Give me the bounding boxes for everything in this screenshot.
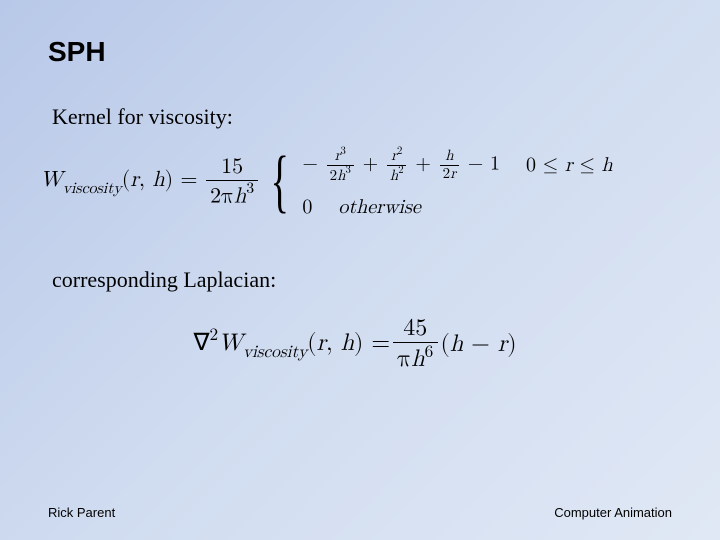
- eq2-coeff-den-pi: π: [397, 347, 411, 371]
- eq1-t2-frac: r2 h2: [387, 146, 406, 185]
- eq2-coeff-den-h: h: [411, 347, 424, 371]
- eq1-coeff-den-h: h: [234, 185, 246, 207]
- eq1-t2-den-h: h: [390, 168, 398, 183]
- eq2-arg-r: r: [317, 331, 326, 355]
- eq1-case1-cond: 0 ≤ r ≤ h: [526, 153, 613, 177]
- eq1-t1-den-hexp: 3: [346, 165, 351, 176]
- nabla-icon: ∇: [193, 330, 209, 356]
- slide: SPH Kernel for viscosity: Wviscosity(r, …: [0, 0, 720, 540]
- eq2-W: W: [218, 331, 243, 355]
- left-brace-icon: {: [270, 147, 288, 217]
- subheading-kernel: Kernel for viscosity:: [52, 104, 672, 130]
- eq1-t2-den-hexp: 2: [398, 165, 403, 176]
- eq1-case1: − r3 2h3 + r2 h2 + h 2r: [302, 146, 612, 185]
- eq2-coeff-den-hexp: 6: [425, 344, 434, 361]
- eq1-comma: ,: [139, 169, 152, 191]
- eq1-t1-frac: r3 2h3: [327, 146, 354, 185]
- equation-viscosity-kernel: Wviscosity(r, h) = 15 2πh3 { − r3 2h3 +: [40, 146, 672, 219]
- footer-right: Computer Animation: [554, 505, 672, 520]
- eq1-t1-den-h: h: [337, 168, 345, 183]
- eq1-t3-den-r: r: [450, 166, 456, 181]
- eq2-coeff-num: 45: [403, 316, 427, 340]
- eq1-cond-h: h: [602, 155, 613, 175]
- eq1-W: W: [40, 169, 63, 191]
- eq1-t3-frac: h 2r: [440, 148, 459, 183]
- eq2-comma: ,: [326, 331, 341, 355]
- footer: Rick Parent Computer Animation: [48, 505, 672, 520]
- eq1-case2: 0 otherwise: [302, 195, 612, 219]
- eq1-block: Kernel for viscosity: Wviscosity(r, h) =…: [48, 104, 672, 219]
- eq1-arg-r: r: [130, 169, 139, 191]
- eq2-coeff-frac: 45 πh6: [393, 315, 438, 374]
- eq1-cond-r: r: [565, 155, 573, 175]
- eq1-arg-h: h: [152, 169, 164, 191]
- equation-laplacian: ∇2Wviscosity(r, h) = 45 πh6 (h − r): [38, 315, 672, 374]
- footer-left: Rick Parent: [48, 505, 115, 520]
- eq1-t3-num-h: h: [445, 148, 453, 163]
- eq1-minus1: 1: [490, 154, 500, 174]
- eq2-lhs: ∇2Wviscosity(r, h) =: [193, 327, 390, 362]
- eq1-cond-le1: ≤: [536, 155, 565, 175]
- eq2-block: corresponding Laplacian: ∇2Wviscosity(r,…: [48, 267, 672, 374]
- eq2-paren-close: ): [507, 332, 516, 356]
- eq1-case2-expr: 0: [302, 195, 312, 219]
- eq1-coeff-den-2pi: 2π: [210, 185, 234, 207]
- subheading-laplacian: corresponding Laplacian:: [52, 267, 672, 293]
- eq1-lhs: Wviscosity(r, h) =: [40, 167, 198, 197]
- eq1-coeff-den-hexp: 3: [246, 181, 254, 197]
- eq2-paren-open: (: [440, 332, 449, 356]
- eq1-case2-cond: otherwise: [338, 195, 420, 219]
- eq2-arg-h: h: [341, 331, 354, 355]
- eq1-cond-le2: ≤: [573, 155, 602, 175]
- eq1-args-open: (: [122, 169, 131, 191]
- eq2-r: r: [498, 332, 507, 356]
- eq2-args-close-eq: ) =: [354, 331, 390, 355]
- eq1-t1-num-exp: 3: [341, 146, 346, 157]
- eq1-args-close-eq: ) =: [165, 169, 198, 191]
- eq2-paren: (h − r): [440, 330, 516, 359]
- eq2-h: h: [450, 332, 463, 356]
- slide-title: SPH: [48, 36, 672, 68]
- eq1-W-sub: viscosity: [63, 181, 122, 197]
- eq2-args-open: (: [307, 331, 316, 355]
- eq1-t2-num-exp: 2: [397, 146, 402, 157]
- eq2-nabla-exp: 2: [210, 327, 219, 344]
- eq1-cond-0: 0: [526, 155, 536, 175]
- eq1-cases: − r3 2h3 + r2 h2 + h 2r: [302, 146, 612, 219]
- eq1-t1-num-r: r: [335, 148, 341, 163]
- eq2-W-sub: viscosity: [243, 344, 307, 361]
- eq2-minus: −: [463, 332, 498, 356]
- eq1-case1-expr: − r3 2h3 + r2 h2 + h 2r: [302, 146, 500, 185]
- eq1-coeff-num: 15: [221, 156, 243, 178]
- eq1-coeff-frac: 15 2πh3: [206, 155, 258, 211]
